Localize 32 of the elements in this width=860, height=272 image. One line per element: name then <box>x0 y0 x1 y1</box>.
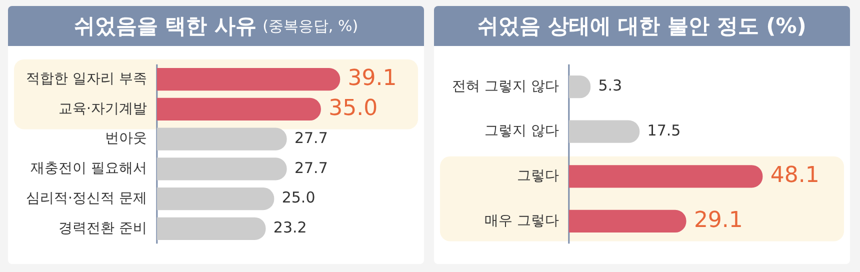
data-label: 35.0 <box>328 96 378 121</box>
bar <box>568 210 686 233</box>
y-tick-label: 교육·자기계발 <box>58 100 147 117</box>
bar <box>568 165 763 188</box>
bar <box>156 68 340 91</box>
data-label: 39.1 <box>348 66 397 92</box>
data-label: 27.7 <box>294 128 328 147</box>
bar <box>156 217 266 240</box>
data-label: 23.2 <box>273 218 307 237</box>
data-label: 27.7 <box>294 158 328 177</box>
chart-title: 쉬었음을 택한 사유 <box>74 13 257 40</box>
y-tick-label: 번아웃 <box>104 130 147 147</box>
y-tick-label: 적합한 일자리 부족 <box>26 70 147 87</box>
y-tick-label: 심리적·정신적 문제 <box>26 190 147 206</box>
y-tick-label: 그렇다 <box>516 168 559 184</box>
y-tick-label: 재충전이 필요해서 <box>30 160 147 177</box>
chart-title: 쉬었음 상태에 대한 불안 정도 (%) <box>478 13 806 40</box>
bar <box>156 158 287 180</box>
bar <box>156 187 274 210</box>
y-tick-label: 매우 그렇다 <box>484 212 559 229</box>
bar <box>156 128 287 150</box>
bar <box>156 98 321 121</box>
chart-subtitle: (중복응답, %) <box>262 16 358 36</box>
data-label: 17.5 <box>647 121 681 140</box>
data-label: 29.1 <box>694 208 743 233</box>
data-label: 5.3 <box>598 76 622 95</box>
y-tick-label: 그렇지 않다 <box>484 123 559 140</box>
y-tick-label: 경력전환 준비 <box>58 220 147 236</box>
data-label: 48.1 <box>770 163 820 188</box>
data-label: 25.0 <box>282 188 316 207</box>
y-tick-label: 전혀 그렇지 않다 <box>452 78 559 94</box>
bar <box>568 120 640 143</box>
